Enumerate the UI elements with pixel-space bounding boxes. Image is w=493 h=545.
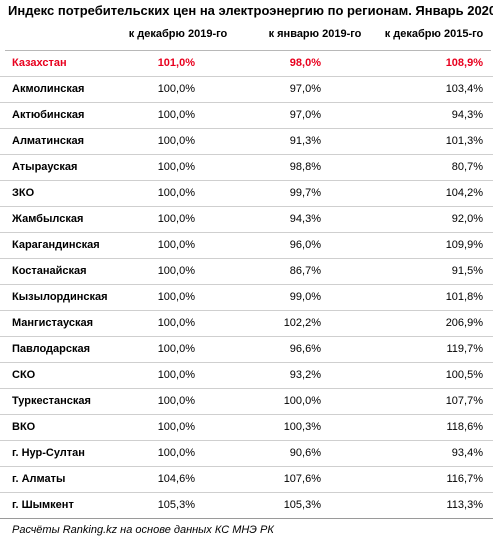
value-dec-2019: 105,3% [157, 499, 195, 511]
table-row: ВКО 100,0% 100,3% 118,6% [0, 415, 493, 441]
table-row: г. Шымкент 105,3% 105,3% 113,3% [0, 493, 493, 519]
value-jan-2019: 93,2% [289, 369, 321, 381]
region-name: г. Нур-Султан [12, 447, 85, 459]
region-name: Жамбылская [12, 213, 84, 225]
region-name: Мангистауская [12, 317, 94, 329]
region-name: Туркестанская [12, 395, 91, 407]
value-dec-2019: 100,0% [157, 109, 195, 121]
column-header-dec-2019: к декабрю 2019-го [128, 28, 228, 40]
value-dec-2019: 100,0% [157, 343, 195, 355]
value-dec-2015: 118,6% [446, 421, 484, 433]
value-dec-2019: 100,0% [157, 135, 195, 147]
value-dec-2019: 100,0% [157, 187, 195, 199]
region-name: Карагандинская [12, 239, 100, 251]
value-jan-2019: 100,0% [283, 395, 321, 407]
value-jan-2019: 102,2% [283, 317, 321, 329]
value-jan-2019: 90,6% [289, 447, 321, 459]
table-body: Казахстан 101,0% 98,0% 108,9% Акмолинская 100… [0, 51, 493, 519]
value-dec-2015: 80,7% [451, 161, 483, 173]
column-header-dec-2015: к декабрю 2015-го [384, 28, 484, 40]
value-jan-2019: 105,3% [283, 499, 321, 511]
value-dec-2015: 91,5% [451, 265, 483, 277]
value-dec-2019: 100,0% [157, 421, 195, 433]
region-name: ВКО [12, 421, 36, 433]
table-row: Туркестанская 100,0% 100,0% 107,7% [0, 389, 493, 415]
value-dec-2019: 100,0% [157, 447, 195, 459]
table-row: г. Алматы 104,6% 107,6% 116,7% [0, 467, 493, 493]
value-jan-2019: 91,3% [289, 135, 321, 147]
region-name: Костанайская [12, 265, 87, 277]
value-jan-2019: 98,8% [289, 161, 321, 173]
value-dec-2015: 101,8% [445, 291, 483, 303]
table-row: Алматинская 100,0% 91,3% 101,3% [0, 129, 493, 155]
table-row: Костанайская 100,0% 86,7% 91,5% [0, 259, 493, 285]
column-header-jan-2019: к январю 2019-го [268, 28, 362, 40]
table-row: г. Нур-Султан 100,0% 90,6% 93,4% [0, 441, 493, 467]
value-dec-2015: 104,2% [445, 187, 483, 199]
value-dec-2015: 94,3% [451, 109, 483, 121]
value-jan-2019: 86,7% [289, 265, 321, 277]
value-dec-2015: 103,4% [445, 83, 483, 95]
region-name: Актюбинская [12, 109, 85, 121]
region-name: Алматинская [12, 135, 84, 147]
region-name: г. Шымкент [12, 499, 74, 511]
value-dec-2015: 113,3% [446, 499, 484, 511]
region-name: Павлодарская [12, 343, 91, 355]
value-dec-2019: 100,0% [157, 83, 195, 95]
region-name: Казахстан [12, 57, 67, 69]
value-dec-2015: 92,0% [451, 213, 483, 225]
value-dec-2015: 116,7% [446, 473, 484, 485]
value-dec-2019: 100,0% [157, 213, 195, 225]
value-jan-2019: 107,6% [283, 473, 321, 485]
value-dec-2015: 107,7% [445, 395, 483, 407]
value-dec-2015: 108,9% [445, 57, 483, 69]
value-dec-2015: 100,5% [445, 369, 483, 381]
value-dec-2019: 100,0% [157, 369, 195, 381]
table-row: Актюбинская 100,0% 97,0% 94,3% [0, 103, 493, 129]
value-dec-2019: 100,0% [157, 265, 195, 277]
value-jan-2019: 96,6% [289, 343, 321, 355]
table-row: Кызылординская 100,0% 99,0% 101,8% [0, 285, 493, 311]
column-headers: к декабрю 2019-го к январю 2019-го к дек… [0, 28, 493, 46]
table-row: Атырауская 100,0% 98,8% 80,7% [0, 155, 493, 181]
value-jan-2019: 99,0% [289, 291, 321, 303]
table-row: СКО 100,0% 93,2% 100,5% [0, 363, 493, 389]
value-dec-2015: 119,7% [446, 343, 484, 355]
region-name: ЗКО [12, 187, 35, 199]
value-jan-2019: 100,3% [283, 421, 321, 433]
region-name: Атырауская [12, 161, 78, 173]
table-row: Павлодарская 100,0% 96,6% 119,7% [0, 337, 493, 363]
value-jan-2019: 99,7% [289, 187, 321, 199]
value-dec-2019: 100,0% [157, 317, 195, 329]
region-name: Акмолинская [12, 83, 85, 95]
value-jan-2019: 96,0% [289, 239, 321, 251]
source-note: Расчёты Ranking.kz на основе данных КС М… [12, 524, 274, 536]
table-row: Мангистауская 100,0% 102,2% 206,9% [0, 311, 493, 337]
region-name: Кызылординская [12, 291, 108, 303]
value-jan-2019: 97,0% [289, 83, 321, 95]
region-name: СКО [12, 369, 36, 381]
value-dec-2019: 100,0% [157, 161, 195, 173]
value-dec-2019: 100,0% [157, 395, 195, 407]
region-name: г. Алматы [12, 473, 66, 485]
table-row: Жамбылская 100,0% 94,3% 92,0% [0, 207, 493, 233]
value-dec-2019: 101,0% [157, 57, 195, 69]
table-row: ЗКО 100,0% 99,7% 104,2% [0, 181, 493, 207]
value-dec-2015: 206,9% [445, 317, 483, 329]
value-dec-2019: 100,0% [157, 239, 195, 251]
table-row: Акмолинская 100,0% 97,0% 103,4% [0, 77, 493, 103]
table-row: Карагандинская 100,0% 96,0% 109,9% [0, 233, 493, 259]
table-row-total: Казахстан 101,0% 98,0% 108,9% [0, 51, 493, 77]
value-jan-2019: 97,0% [289, 109, 321, 121]
value-dec-2019: 100,0% [157, 291, 195, 303]
value-dec-2019: 104,6% [157, 473, 195, 485]
value-dec-2015: 101,3% [445, 135, 483, 147]
table-title: Индекс потребительских цен на электроэне… [8, 3, 493, 18]
value-jan-2019: 94,3% [289, 213, 321, 225]
value-dec-2015: 109,9% [445, 239, 483, 251]
header-divider [5, 50, 491, 51]
value-dec-2015: 93,4% [451, 447, 483, 459]
value-jan-2019: 98,0% [289, 57, 321, 69]
